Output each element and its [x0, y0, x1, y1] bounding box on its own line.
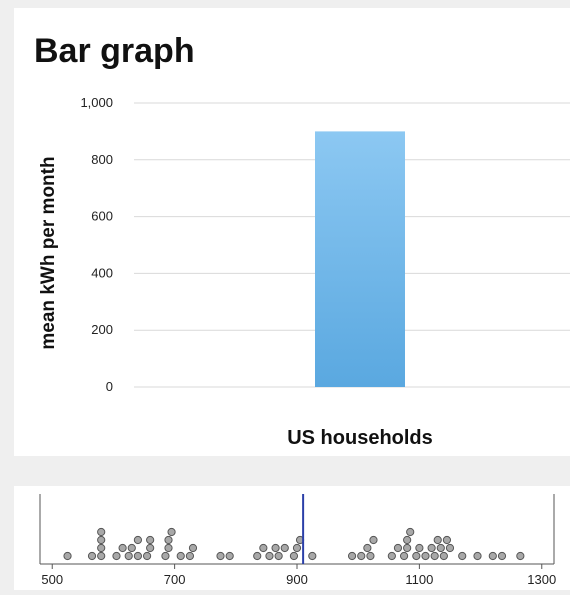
y-tick-label: 400: [91, 265, 113, 280]
data-dot: [253, 551, 262, 561]
data-dot: [442, 535, 452, 545]
data-dot: [164, 543, 173, 553]
data-dot: [393, 543, 403, 553]
data-dot: [176, 551, 185, 561]
data-dot: [127, 543, 136, 553]
data-dot: [118, 543, 127, 553]
data-dot: [124, 551, 133, 561]
data-dot: [406, 527, 415, 537]
data-dot: [63, 551, 72, 561]
x-tick-label: 1100: [405, 572, 433, 587]
y-tick-label: 1,000: [80, 95, 113, 110]
y-tick-label: 0: [106, 379, 113, 394]
x-tick-label: 900: [286, 572, 308, 587]
data-dot: [112, 551, 121, 561]
data-dot: [97, 527, 106, 537]
dot-plot-panel: 500 700 900 1100 1300: [14, 486, 570, 590]
data-dot: [271, 543, 280, 553]
data-dot: [357, 551, 366, 561]
y-tick-label: 800: [91, 152, 113, 167]
data-dot: [427, 543, 436, 553]
data-dot: [97, 535, 106, 545]
data-dot: [412, 551, 421, 561]
bar-chart-panel: Bar graph 0 200 400 600 800 1,000 mean kWh pe…: [14, 8, 570, 456]
data-dot: [167, 527, 176, 537]
data-dot: [488, 551, 497, 561]
data-dot: [133, 535, 143, 545]
chart-title: Bar graph: [34, 32, 195, 70]
data-dot: [403, 543, 412, 553]
x-tick-label: 1300: [527, 572, 556, 587]
y-axis-label: mean kWh per month: [38, 156, 59, 349]
y-tick-label: 200: [91, 322, 113, 337]
data-dot: [436, 543, 445, 553]
data-dot: [87, 551, 97, 561]
data-dot: [259, 543, 268, 553]
data-dot: [439, 551, 448, 561]
data-dot: [421, 551, 430, 561]
data-dot: [97, 551, 106, 561]
data-dot: [473, 551, 482, 561]
data-dot: [146, 543, 155, 553]
x-tick-label: 500: [41, 572, 63, 587]
data-dot: [387, 551, 396, 561]
data-dot: [97, 543, 106, 553]
data-dot: [516, 551, 525, 561]
data-dot: [265, 551, 274, 561]
data-dot: [161, 551, 170, 561]
data-dot: [415, 543, 424, 553]
data-dot: [164, 535, 173, 545]
data-dot: [399, 551, 409, 561]
data-dot: [216, 551, 225, 561]
y-tick-label: 600: [91, 209, 113, 224]
data-dot: [445, 543, 455, 553]
data-dot: [366, 551, 375, 561]
data-dot: [497, 551, 507, 561]
bar-chart: 0 200 400 600 800 1,000 mean kWh per month US…: [38, 95, 570, 449]
bar: [315, 131, 405, 387]
data-dot: [146, 535, 155, 545]
data-dot: [363, 543, 372, 553]
data-dot: [369, 535, 378, 545]
x-tick-label: 700: [164, 572, 186, 587]
data-dot: [142, 551, 152, 561]
data-dot: [188, 543, 198, 553]
data-dot: [185, 551, 195, 561]
data-dot: [225, 551, 234, 561]
dot-plot: 500 700 900 1100 1300: [39, 494, 556, 587]
x-axis-label: US households: [287, 427, 433, 449]
data-dot: [458, 551, 467, 561]
data-dot: [430, 551, 439, 561]
data-dot: [433, 535, 442, 545]
data-dot: [347, 551, 357, 561]
data-dot: [274, 551, 283, 561]
data-dot: [292, 543, 302, 553]
data-dot: [308, 551, 317, 561]
data-dot: [133, 551, 143, 561]
data-dot: [289, 551, 299, 561]
data-dot: [403, 535, 412, 545]
data-dot: [280, 543, 289, 553]
